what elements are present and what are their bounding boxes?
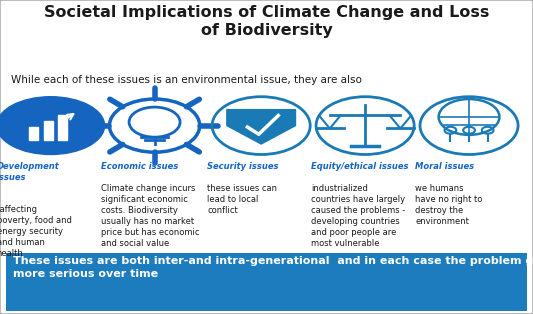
- Text: these issues can
lead to local
conflict: these issues can lead to local conflict: [207, 184, 277, 215]
- Text: Development
issues: Development issues: [0, 162, 60, 182]
- Bar: [44, 121, 53, 140]
- Bar: [59, 116, 67, 140]
- Text: These issues are both inter-and intra-generational  and in each case the problem: These issues are both inter-and intra-ge…: [13, 256, 533, 279]
- FancyBboxPatch shape: [6, 253, 527, 311]
- Text: Equity/ethical issues: Equity/ethical issues: [311, 162, 409, 171]
- Text: we humans
have no right to
destroy the
environment: we humans have no right to destroy the e…: [415, 184, 482, 226]
- Polygon shape: [227, 110, 295, 144]
- Text: Climate change incurs
significant economic
costs. Biodiversity
usually has no ma: Climate change incurs significant econom…: [101, 184, 199, 248]
- Text: While each of these issues is an environmental issue, they are also: While each of these issues is an environ…: [11, 75, 361, 85]
- Bar: [29, 127, 38, 140]
- Text: affecting
poverty, food and
energy security
and human
health: affecting poverty, food and energy secur…: [0, 205, 71, 258]
- Ellipse shape: [0, 97, 104, 154]
- Text: Economic issues: Economic issues: [101, 162, 178, 171]
- Text: Societal Implications of Climate Change and Loss
of Biodiversity: Societal Implications of Climate Change …: [44, 5, 489, 38]
- Text: industrialized
countries have largely
caused the problems -
developing countries: industrialized countries have largely ca…: [311, 184, 406, 248]
- Text: Security issues: Security issues: [207, 162, 279, 171]
- Text: Moral issues: Moral issues: [415, 162, 474, 171]
